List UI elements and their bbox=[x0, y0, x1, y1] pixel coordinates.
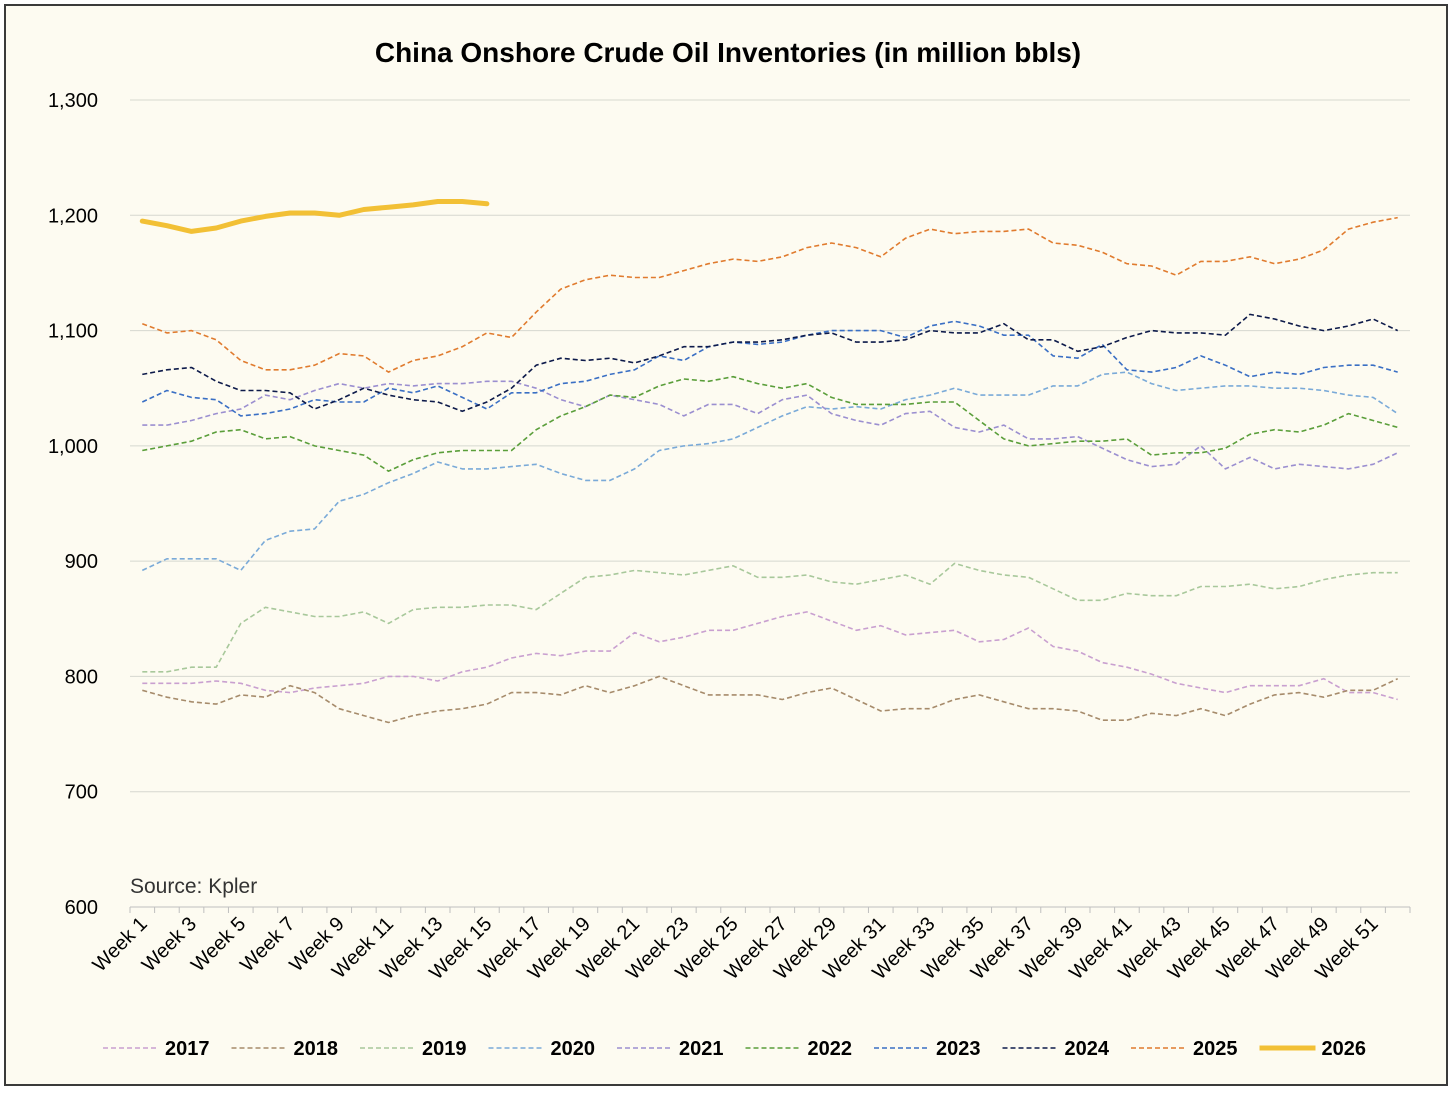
y-tick-label: 1,100 bbox=[48, 321, 98, 343]
y-tick-label: 700 bbox=[65, 782, 98, 804]
legend-label-2021: 2021 bbox=[679, 1038, 724, 1060]
series-line-2017 bbox=[142, 611, 1398, 701]
series-line-2020 bbox=[141, 371, 1399, 572]
legend-label-2018: 2018 bbox=[294, 1038, 339, 1060]
series-line-2019 bbox=[142, 562, 1398, 673]
legend-label-2022: 2022 bbox=[808, 1038, 853, 1060]
y-tick-label: 1,000 bbox=[48, 436, 98, 458]
x-tick-label: Week 3 bbox=[138, 913, 201, 976]
series-line-2023 bbox=[141, 320, 1398, 417]
y-axis-ticks: 600 700 800 900 1,000 1,100 1,200 1,300 bbox=[48, 90, 98, 919]
series-line-2021 bbox=[142, 380, 1399, 470]
y-tick-label: 600 bbox=[65, 897, 98, 919]
legend-label-2025: 2025 bbox=[1193, 1038, 1238, 1060]
legend-label-2020: 2020 bbox=[551, 1038, 596, 1060]
y-tick-label: 1,300 bbox=[48, 90, 98, 112]
legend: 2017 2018 2019 2020 2021 2022 2023 2024 2025 2026 bbox=[103, 1038, 1366, 1060]
legend-label-2026: 2026 bbox=[1322, 1038, 1367, 1060]
chart-frame bbox=[4, 4, 1448, 1086]
series-line-2022 bbox=[142, 375, 1398, 473]
x-tick-label: Week 1 bbox=[89, 913, 152, 976]
series-line-2026 bbox=[139, 199, 490, 234]
series-line-2024 bbox=[142, 313, 1399, 413]
legend-label-2019: 2019 bbox=[422, 1038, 467, 1060]
legend-label-2023: 2023 bbox=[936, 1038, 981, 1060]
y-tick-label: 900 bbox=[65, 551, 98, 573]
legend-label-2017: 2017 bbox=[165, 1038, 210, 1060]
chart-title: China Onshore Crude Oil Inventories (in … bbox=[375, 37, 1081, 68]
series-lines bbox=[139, 199, 1399, 724]
series-line-2025 bbox=[142, 216, 1398, 373]
x-tick-label: Week 5 bbox=[187, 913, 250, 976]
y-tick-label: 1,200 bbox=[48, 205, 98, 227]
gridlines bbox=[130, 99, 1410, 793]
source-annotation: Source: Kpler bbox=[130, 875, 257, 898]
series-line-2018 bbox=[142, 675, 1399, 724]
legend-label-2024: 2024 bbox=[1065, 1038, 1110, 1060]
x-tick-label: Week 7 bbox=[236, 913, 299, 976]
y-tick-label: 800 bbox=[65, 666, 98, 688]
